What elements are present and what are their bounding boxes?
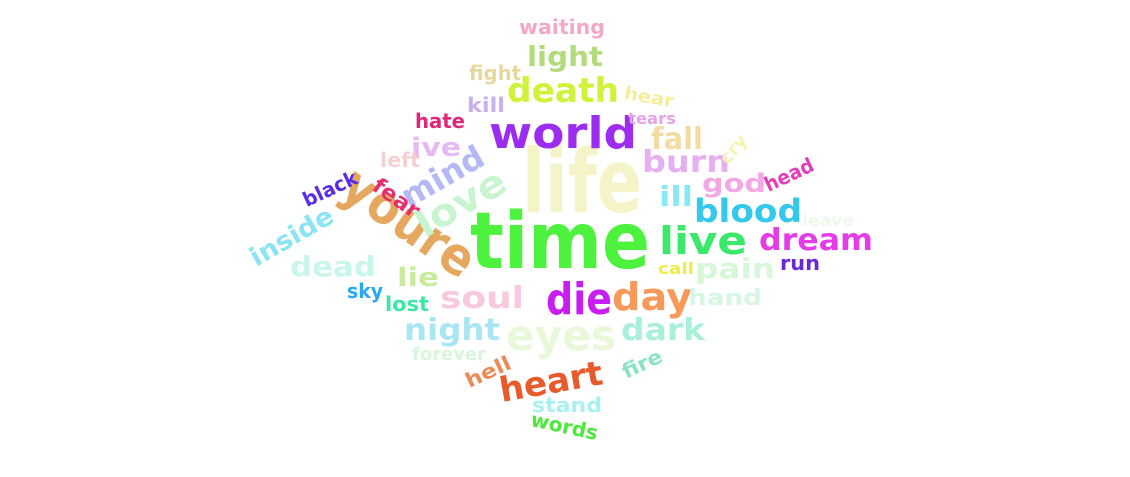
- word-light: light: [527, 40, 603, 73]
- word-burn: burn: [642, 145, 730, 180]
- word-call: call: [658, 259, 694, 278]
- word-life: life: [522, 130, 642, 233]
- word-waiting: waiting: [519, 15, 605, 39]
- word-kill: kill: [467, 93, 505, 117]
- word-forever: forever: [412, 344, 486, 365]
- word-hate: hate: [415, 109, 465, 133]
- word-ill: ill: [659, 180, 693, 213]
- word-fight: fight: [469, 61, 521, 85]
- word-blood: blood: [694, 192, 802, 230]
- word-god: god: [702, 169, 766, 199]
- word-dead: dead: [290, 250, 376, 283]
- word-day: day: [612, 275, 692, 319]
- word-time: time: [470, 197, 650, 287]
- word-lie: lie: [397, 263, 439, 293]
- word-sky: sky: [347, 279, 383, 303]
- word-leave: leave: [802, 211, 854, 230]
- word-pain: pain: [695, 252, 775, 285]
- word-fall: fall: [651, 122, 703, 157]
- word-hand: hand: [688, 286, 762, 311]
- word-run: run: [780, 251, 820, 275]
- word-stand: stand: [532, 393, 602, 417]
- word-fire: fire: [618, 344, 666, 384]
- word-die: die: [546, 274, 612, 325]
- word-eyes: eyes: [506, 311, 616, 360]
- word-tears: tears: [628, 109, 676, 128]
- word-left: left: [380, 148, 420, 172]
- word-lost: lost: [385, 292, 429, 316]
- word-death: death: [507, 71, 619, 111]
- word-dream: dream: [759, 223, 873, 258]
- word-head: head: [760, 153, 817, 197]
- word-live: live: [659, 219, 747, 263]
- word-dark: dark: [621, 313, 706, 348]
- word-soul: soul: [440, 281, 524, 316]
- word-ive: ive: [411, 133, 461, 163]
- word-world: world: [489, 108, 637, 159]
- word-night: night: [404, 313, 500, 348]
